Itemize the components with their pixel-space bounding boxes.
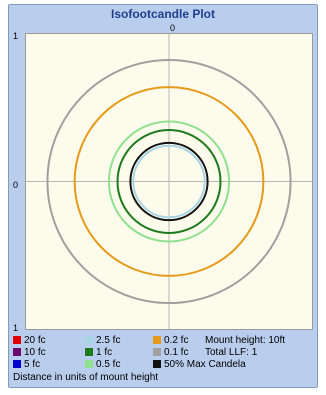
y-tick-mid: 0 (13, 180, 19, 190)
legend-item-0-5fc: 0.5 fc (85, 359, 120, 371)
y-tick-bottom: 1 (13, 323, 19, 333)
legend-label-0-1fc: 0.1 fc (164, 347, 189, 358)
legend-swatch-50-max-candela (153, 360, 161, 368)
legend-item-10fc: 10 fc (13, 347, 46, 359)
legend-label-0-2fc: 0.2 fc (164, 335, 189, 346)
contour-plot-svg (26, 34, 312, 329)
contour-1-fc (116, 129, 222, 234)
legend-item-1fc: 1 fc (85, 347, 112, 359)
legend-item-20fc: 20 fc (13, 335, 46, 347)
legend-swatch-20fc (13, 336, 21, 344)
contour-0-1-fc (46, 58, 292, 305)
units-note-text: Distance in units of mount height (13, 372, 159, 383)
legend-swatch-2-5fc (85, 336, 93, 344)
legend-swatch-5fc (13, 360, 21, 368)
y-tick-top: 1 (13, 31, 19, 41)
contour-0-5-fc (107, 120, 231, 243)
chart-title: Isofootcandle Plot (110, 7, 215, 21)
legend-item-50-max-candela: 50% Max Candela (153, 359, 246, 371)
legend-label-0-5fc: 0.5 fc (96, 359, 121, 370)
x-tick-top: 0 (170, 23, 176, 33)
legend-swatch-0-5fc (85, 360, 93, 368)
legend-label-5fc: 5 fc (24, 359, 41, 370)
contour-0-2-fc (73, 86, 265, 277)
legend-swatch-0-1fc (153, 348, 161, 356)
plot-area (25, 33, 313, 330)
legend-label-50-max-candela: 50% Max Candela (164, 359, 246, 370)
legend-item-0-1fc: 0.1 fc (153, 347, 188, 359)
contour-50-max-candela (129, 141, 209, 222)
legend-label-20fc: 20 fc (24, 335, 46, 346)
legend-swatch-0-2fc (153, 336, 161, 344)
mount-height-text: Mount height: 10ft (205, 335, 286, 346)
legend-swatch-10fc (13, 348, 21, 356)
legend-item-5fc: 5 fc (13, 359, 40, 371)
isofootcandle-panel: Isofootcandle Plot 0 1 0 1 20 fc 10 fc 5… (8, 4, 318, 388)
legend-item-2-5fc: 2.5 fc (85, 335, 120, 347)
legend-item-0-2fc: 0.2 fc (153, 335, 188, 347)
legend-label-1fc: 1 fc (96, 347, 113, 358)
total-llf-text: Total LLF: 1 (205, 347, 258, 358)
legend-label-10fc: 10 fc (24, 347, 46, 358)
legend-swatch-1fc (85, 348, 93, 356)
contour-2-5-fc (132, 144, 206, 219)
legend-label-2-5fc: 2.5 fc (96, 335, 121, 346)
